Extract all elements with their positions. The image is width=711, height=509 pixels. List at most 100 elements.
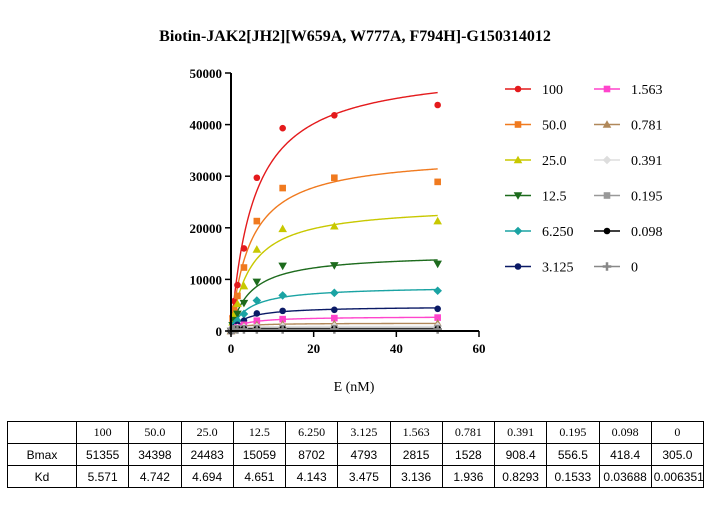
table-header-cell: 1.563 xyxy=(389,421,443,444)
data-point-6.250 xyxy=(233,316,242,325)
table-header-cell: 0 xyxy=(650,421,705,444)
y-tick-label: 10000 xyxy=(190,272,223,287)
data-point-12.5 xyxy=(252,278,262,287)
y-tick-label: 20000 xyxy=(190,221,223,236)
table-cell: 1528 xyxy=(441,443,496,466)
table-cell: 556.5 xyxy=(546,443,600,466)
data-point-50.0 xyxy=(230,305,238,313)
y-tick-label: 50000 xyxy=(190,66,223,81)
legend-label: 1.563 xyxy=(631,83,663,98)
table-header-cell: 6.250 xyxy=(284,421,339,444)
table-header-cell: 100 xyxy=(75,421,130,444)
data-point-3.125 xyxy=(434,305,441,313)
x-axis-label: E (nM) xyxy=(334,380,375,395)
data-points xyxy=(226,101,442,336)
table-cell: 418.4 xyxy=(598,443,652,466)
legend: 100 50.0 25.0 12.5 6.250 3.125 1.563 0.781 0.391… xyxy=(505,83,663,276)
data-point-0 xyxy=(330,325,339,334)
legend-label: 3.125 xyxy=(542,261,574,276)
table-cell: 5.571 xyxy=(75,465,130,488)
legend-marker xyxy=(602,120,612,128)
legend-marker xyxy=(514,121,522,128)
legend-label: 6.250 xyxy=(542,225,574,240)
table-header-cell: 0.195 xyxy=(546,421,600,444)
legend-marker xyxy=(603,85,611,93)
binding-chart: Biotin-JAK2[JH2][W659A, W777A, F794H]-G1… xyxy=(159,28,663,395)
legend-label: 0.781 xyxy=(631,119,663,134)
data-point-100 xyxy=(240,245,248,252)
table-header-cell: 12.5 xyxy=(232,421,287,444)
data-point-25.0 xyxy=(233,299,242,307)
table-cell: 4793 xyxy=(337,443,391,466)
y-tick-label: 40000 xyxy=(190,118,223,133)
data-point-1.563 xyxy=(434,314,441,321)
table-cell: 8702 xyxy=(284,443,339,466)
data-point-6.250 xyxy=(252,296,262,305)
data-point-3.125 xyxy=(279,307,286,315)
table-cell: 908.4 xyxy=(493,443,548,466)
table-cell: 34398 xyxy=(128,443,182,466)
data-point-100 xyxy=(331,112,338,119)
table-cell: 4.742 xyxy=(128,465,182,488)
data-point-100 xyxy=(279,124,286,132)
table-header-cell: 50.0 xyxy=(128,421,182,444)
table-cell: 0.03688 xyxy=(598,465,652,488)
data-point-50.0 xyxy=(253,217,261,225)
legend-marker xyxy=(513,155,523,164)
legend-marker xyxy=(603,227,611,235)
table-cell: 51355 xyxy=(75,443,130,466)
table-cell: 15059 xyxy=(232,443,287,466)
data-point-100 xyxy=(234,281,241,289)
results-table: 100 50.0 25.0 12.5 6.250 3.125 1.563 0.781 0.391… xyxy=(7,421,705,488)
legend-label: 25.0 xyxy=(542,154,567,169)
table-corner-cell xyxy=(7,421,77,444)
y-tick-label: 30000 xyxy=(190,169,223,184)
data-point-3.125 xyxy=(331,306,338,314)
legend-marker xyxy=(514,263,522,270)
table-row-label: Bmax xyxy=(7,443,77,466)
data-point-6.250 xyxy=(239,309,249,319)
table-cell: 305.0 xyxy=(650,443,705,466)
legend-marker xyxy=(513,192,523,200)
table-row: Kd 5.571 4.742 4.694 4.651 4.143 3.475 3.136 1.9… xyxy=(7,465,705,488)
legend-marker xyxy=(602,155,612,165)
data-point-50.0 xyxy=(234,292,241,300)
legend-label: 0.195 xyxy=(631,190,663,205)
data-point-6.250 xyxy=(278,291,287,300)
data-point-100 xyxy=(253,174,261,182)
table-cell: 4.143 xyxy=(284,465,339,488)
x-tick-label: 60 xyxy=(473,341,486,356)
axes xyxy=(230,73,479,332)
table-cell: 4.651 xyxy=(232,465,287,488)
x-tick-label: 0 xyxy=(228,341,235,356)
table-cell: 3.475 xyxy=(337,465,391,488)
data-point-0 xyxy=(239,325,249,334)
table-cell: 0.8293 xyxy=(493,465,548,488)
data-point-12.5 xyxy=(233,310,242,319)
legend-label: 0 xyxy=(631,261,638,276)
data-point-1.563 xyxy=(279,315,286,323)
data-point-25.0 xyxy=(252,245,262,253)
table-row-label: Kd xyxy=(7,465,77,488)
data-point-3.125 xyxy=(253,310,261,317)
table-cell: 2815 xyxy=(389,443,443,466)
legend-label: 50.0 xyxy=(542,119,567,134)
data-point-50.0 xyxy=(279,184,286,192)
data-point-25.0 xyxy=(278,224,287,233)
data-point-12.5 xyxy=(330,262,339,270)
data-point-6.250 xyxy=(330,288,339,298)
data-point-100 xyxy=(434,101,441,109)
table-header-cell: 25.0 xyxy=(180,421,234,444)
table-cell: 0.006351 xyxy=(650,465,705,488)
data-point-50.0 xyxy=(331,174,338,182)
data-point-25.0 xyxy=(239,281,249,290)
table-header-cell: 0.781 xyxy=(441,421,496,444)
table-header-row: 100 50.0 25.0 12.5 6.250 3.125 1.563 0.781 0.391… xyxy=(7,421,705,444)
legend-label: 100 xyxy=(542,83,563,98)
data-point-0 xyxy=(278,325,287,334)
table-cell: 0.1533 xyxy=(546,465,600,488)
table-cell: 4.694 xyxy=(180,465,234,488)
table-header-cell: 0.391 xyxy=(493,421,548,444)
legend-marker xyxy=(514,85,522,93)
data-point-50.0 xyxy=(434,178,441,186)
